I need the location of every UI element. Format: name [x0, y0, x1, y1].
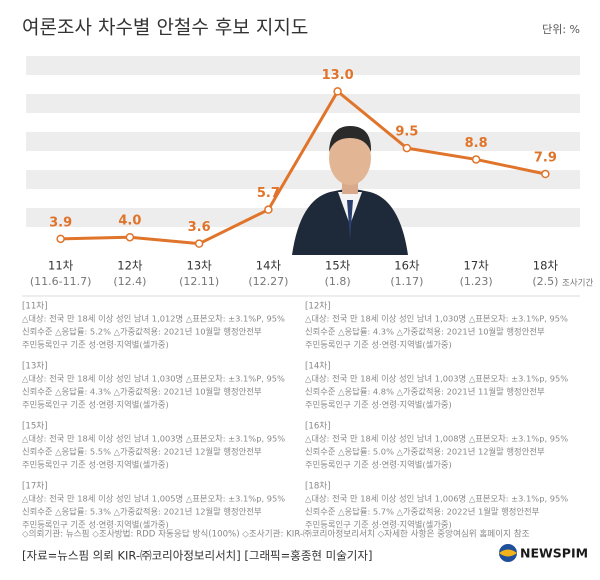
x-tick-label: 15차 [325, 259, 351, 273]
period-label: (11.6-11.7) [30, 275, 92, 288]
period-label: (2.5) [532, 275, 558, 288]
note-header: [13차] [22, 361, 48, 372]
note-line: 신뢰수준 △응답률: 5.0% △가중값적용: 2021년 12월말 행정안전부 [305, 447, 545, 457]
band [26, 94, 580, 113]
point [56, 234, 65, 244]
value-label: 3.9 [49, 215, 72, 230]
value-label: 13.0 [322, 68, 354, 83]
note-line: △대상: 전국 만 18세 이상 성인 남녀 1,012명 △표본오차: ±3.… [22, 314, 285, 324]
note-line: 주민등록인구 기준 성·연령·지역별(셀가중) [305, 460, 452, 470]
period-label: (12.4) [113, 275, 146, 288]
point [125, 232, 135, 242]
note-line: △대상: 전국 만 18세 이상 성인 남녀 1,006명 △표본오차: ±3.… [305, 494, 568, 504]
value-label: 9.5 [395, 125, 418, 140]
portrait [292, 126, 408, 255]
portrait-face [329, 131, 371, 185]
logo-text: NEWSPIM [520, 546, 588, 561]
note-line: 주민등록인구 기준 성·연령·지역별(셀가중) [305, 340, 452, 350]
point [264, 205, 273, 214]
note-line: △대상: 전국 만 18세 이상 성인 남녀 1,003명 △표본오차: ±3.… [305, 374, 568, 384]
note-line: 신뢰수준 △응답률: 4.8% △가중값적용: 2021년 11월말 행정안전부 [305, 387, 545, 397]
note-header: [11차] [22, 301, 48, 312]
logo-icon-accent [499, 549, 517, 557]
period-label: (12.27) [248, 275, 288, 288]
footer-source: [자료=뉴스핌 의뢰 KIR-㈜코리아정보리서치] [그래픽=홍종현 미술기자] [22, 549, 372, 563]
period-label: (1.8) [325, 275, 351, 288]
period-label: (1.17) [390, 275, 423, 288]
line [60, 89, 546, 246]
note-line: △대상: 전국 만 18세 이상 성인 남녀 1,030명 △표본오차: ±3.… [22, 374, 285, 384]
point [541, 169, 550, 179]
note-line: 신뢰수준 △응답률: 5.5% △가중값적용: 2021년 12월말 행정안전부 [22, 447, 262, 457]
notes: [11차] △대상: 전국 만 18세 이상 성인 남녀 1,012명 △표본오차… [22, 301, 568, 530]
band [26, 170, 580, 189]
note-line: △대상: 전국 만 18세 이상 성인 남녀 1,003명 △표본오차: ±3.… [22, 434, 285, 444]
point [471, 155, 481, 164]
x-tick-label: 14차 [256, 259, 282, 273]
note-line: 신뢰수준 △응답률: 5.3% △가중값적용: 2021년 12월말 행정안전부 [22, 507, 262, 517]
footer-methods: ◇의뢰기관: 뉴스핌 ◇조사방법: RDD 자동응답 방식(100%) ◇조사기… [22, 528, 530, 540]
note-line: 신뢰수준 △응답률: 4.3% △가중값적용: 2021년 10월말 행정안전부 [305, 327, 545, 337]
x-tick-label: 11차 [48, 259, 74, 273]
note-line: △대상: 전국 만 18세 이상 성인 남녀 1,008명 △표본오차: ±3.… [305, 434, 568, 444]
note-line: 신뢰수준 △응답률: 4.3% △가중값적용: 2021년 10월말 행정안전부 [22, 387, 262, 397]
note-line: 주민등록인구 기준 성·연령·지역별(셀가중) [305, 520, 452, 530]
note-line: △대상: 전국 만 18세 이상 성인 남녀 1,030명 △표본오차: ±3.… [305, 314, 568, 324]
chart-title: 여론조사 차수별 안철수 후보 지지도 [22, 17, 308, 39]
note-header: [15차] [22, 421, 48, 432]
portrait-hair [329, 126, 372, 152]
x-tick-label: 13차 [187, 259, 213, 273]
period-label: (12.11) [179, 275, 219, 288]
note-line: 주민등록인구 기준 성·연령·지역별(셀가중) [22, 400, 169, 410]
background-bands [26, 56, 580, 227]
x-tick-label: 17차 [464, 259, 490, 273]
plot: 3.9 4.0 3.6 5.7 13.0 9.5 8.8 7.9 11차 (11.6-11.7) 1… [30, 68, 594, 289]
unit-label: 단위: % [542, 23, 580, 36]
value-label: 3.6 [188, 220, 211, 235]
band [26, 132, 580, 151]
note-line: △대상: 전국 만 18세 이상 성인 남녀 1,005명 △표본오차: ±3.… [22, 494, 285, 504]
value-label: 7.9 [534, 151, 557, 166]
value-label: 8.8 [465, 136, 488, 151]
x-tick-label: 18차 [533, 259, 559, 273]
period-caption: 조사기간 [562, 278, 593, 289]
x-tick-label: 16차 [394, 259, 420, 273]
note-header: [18차] [305, 481, 331, 492]
x-tick-label: 12차 [117, 259, 143, 273]
note-header: [17차] [22, 481, 48, 492]
note-line: 신뢰수준 △응답률: 5.7% △가중값적용: 2022년 1월말 행정안전부 [305, 507, 540, 517]
note-header: [16차] [305, 421, 331, 432]
note-line: 주민등록인구 기준 성·연령·지역별(셀가중) [305, 400, 452, 410]
portrait-tie [347, 200, 353, 240]
value-label: 4.0 [118, 214, 141, 229]
note-header: [12차] [305, 301, 331, 312]
point [194, 239, 204, 248]
note-line: 신뢰수준 △응답률: 5.2% △가중값적용: 2021년 10월말 행정안전부 [22, 327, 262, 337]
note-header: [14차] [305, 361, 331, 372]
point [333, 87, 342, 96]
band [26, 56, 580, 75]
note-line: 주민등록인구 기준 성·연령·지역별(셀가중) [22, 340, 169, 350]
period-label: (1.23) [460, 275, 493, 288]
note-line: 주민등록인구 기준 성·연령·지역별(셀가중) [22, 520, 169, 530]
note-line: 주민등록인구 기준 성·연령·지역별(셀가중) [22, 460, 169, 470]
point [402, 143, 412, 153]
value-label: 5.7 [257, 186, 280, 201]
